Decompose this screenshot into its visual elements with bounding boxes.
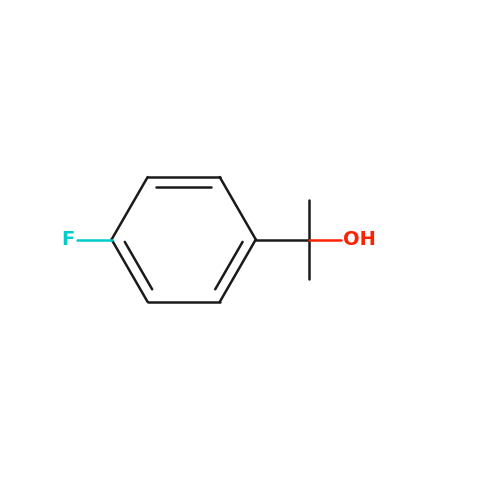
Text: OH: OH <box>343 230 376 249</box>
Text: F: F <box>61 230 74 249</box>
